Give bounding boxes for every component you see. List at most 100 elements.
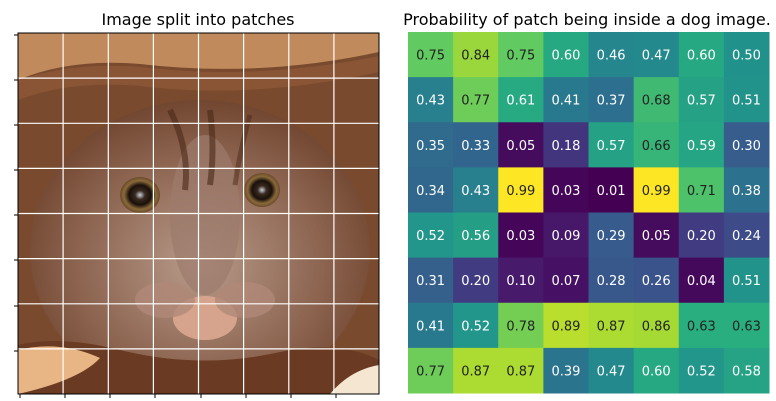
heatmap-value-label: 0.39: [551, 364, 580, 379]
heatmap-value-label: 0.29: [597, 229, 626, 244]
heatmap-value-label: 0.57: [597, 139, 626, 154]
heatmap-value-label: 0.05: [642, 229, 671, 244]
heatmap-cell: [498, 32, 544, 78]
heatmap-value-label: 0.33: [461, 139, 490, 154]
heatmap-cell: [408, 257, 454, 304]
heatmap-value-label: 0.41: [551, 94, 580, 109]
heatmap-cell: [498, 212, 544, 259]
heatmap-cell: [588, 167, 635, 214]
heatmap-cell: [453, 167, 499, 214]
heatmap-value-label: 0.43: [416, 94, 445, 109]
heatmap-cell: [633, 347, 680, 394]
heatmap-cell: [453, 122, 499, 168]
heatmap-value-label: 0.03: [506, 229, 535, 244]
patch-grid: [18, 33, 379, 394]
heatmap-value-label: 0.57: [687, 94, 716, 109]
heatmap-cell: [498, 347, 544, 394]
heatmap-cell: [408, 77, 454, 123]
heatmap-value-label: 0.20: [461, 274, 490, 289]
heatmap-value-label: 0.99: [642, 184, 671, 199]
heatmap-cell: [678, 302, 725, 349]
heatmap-value-label: 0.52: [416, 229, 445, 244]
heatmap-value-label: 0.63: [732, 319, 761, 334]
heatmap-value-label: 0.87: [506, 364, 535, 379]
heatmap-cell: [633, 212, 680, 259]
heatmap-value-label: 0.56: [461, 229, 490, 244]
heatmap-value-label: 0.37: [597, 94, 626, 109]
heatmap-cell: [588, 122, 635, 168]
heatmap-value-label: 0.63: [687, 319, 716, 334]
heatmap-cell: [543, 347, 590, 394]
heatmap-cell: [408, 302, 454, 349]
heatmap-cell: [543, 302, 590, 349]
heatmap-cell: [633, 302, 680, 349]
heatmap-cell: [723, 122, 770, 168]
heatmap-value-label: 0.20: [687, 229, 716, 244]
heatmap-cell: [543, 212, 590, 259]
heatmap-value-label: 0.03: [551, 184, 580, 199]
heatmap-value-label: 0.52: [687, 364, 716, 379]
heatmap-value-label: 0.75: [416, 49, 445, 64]
heatmap-cell: [723, 257, 770, 304]
heatmap-cell: [723, 32, 770, 78]
heatmap-cell: [498, 302, 544, 349]
heatmap-value-label: 0.07: [551, 274, 580, 289]
left-axis-ticks: [14, 34, 337, 398]
heatmap-value-label: 0.05: [506, 139, 535, 154]
heatmap-cell: [678, 77, 725, 123]
heatmap-cell: [633, 122, 680, 168]
heatmap-value-label: 0.77: [461, 94, 490, 109]
heatmap-value-label: 0.87: [461, 364, 490, 379]
heatmap-value-label: 0.10: [506, 274, 535, 289]
left-axes-frame: [17, 32, 380, 395]
heatmap-value-label: 0.58: [732, 364, 761, 379]
heatmap-value-label: 0.47: [642, 49, 671, 64]
heatmap-value-label: 0.78: [506, 319, 535, 334]
heatmap-cell: [723, 347, 770, 394]
probability-heatmap-panel: Probability of patch being inside a dog …: [403, 10, 771, 394]
heatmap-cell: [633, 77, 680, 123]
heatmap-cell: [408, 212, 454, 259]
heatmap-value-label: 0.26: [642, 274, 671, 289]
heatmap-cell: [678, 347, 725, 394]
heatmap-value-label: 0.01: [597, 184, 626, 199]
heatmap-value-label: 0.86: [642, 319, 671, 334]
heatmap-value-label: 0.18: [551, 139, 580, 154]
heatmap-value-label: 0.99: [506, 184, 535, 199]
heatmap-cell: [453, 347, 499, 394]
heatmap-value-label: 0.43: [461, 184, 490, 199]
heatmap-value-label: 0.84: [461, 49, 490, 64]
heatmap-cell: [498, 167, 544, 214]
heatmap-value-label: 0.52: [461, 319, 490, 334]
heatmap-cell: [678, 167, 725, 214]
heatmap-value-label: 0.60: [687, 49, 716, 64]
heatmap-value-label: 0.60: [642, 364, 671, 379]
heatmap-cell: [408, 167, 454, 214]
heatmap-cell: [453, 257, 499, 304]
heatmap-cell: [543, 32, 590, 78]
heatmap-cell: [678, 257, 725, 304]
heatmap-cell: [408, 32, 454, 78]
heatmap-value-label: 0.59: [687, 139, 716, 154]
heatmap-cell: [408, 122, 454, 168]
heatmap-cell: [498, 257, 544, 304]
heatmap-value-label: 0.50: [732, 49, 761, 64]
heatmap-value-label: 0.89: [551, 319, 580, 334]
heatmap-cell: [408, 347, 454, 394]
heatmap-cell: [453, 302, 499, 349]
left-eye: [120, 177, 160, 213]
heatmap-cell: [588, 212, 635, 259]
heatmap-cell: [633, 257, 680, 304]
heatmap-value-label: 0.71: [687, 184, 716, 199]
heatmap-cell: [678, 212, 725, 259]
heatmap-value-label: 0.46: [597, 49, 626, 64]
left-panel-title: Image split into patches: [101, 10, 294, 29]
heatmap-cell: [678, 32, 725, 78]
heatmap-cell: [723, 302, 770, 349]
heatmap-value-label: 0.28: [597, 274, 626, 289]
heatmap-value-label: 0.24: [732, 229, 761, 244]
heatmap-cell: [453, 32, 499, 78]
heatmap-cell: [723, 167, 770, 214]
heatmap-value-label: 0.09: [551, 229, 580, 244]
